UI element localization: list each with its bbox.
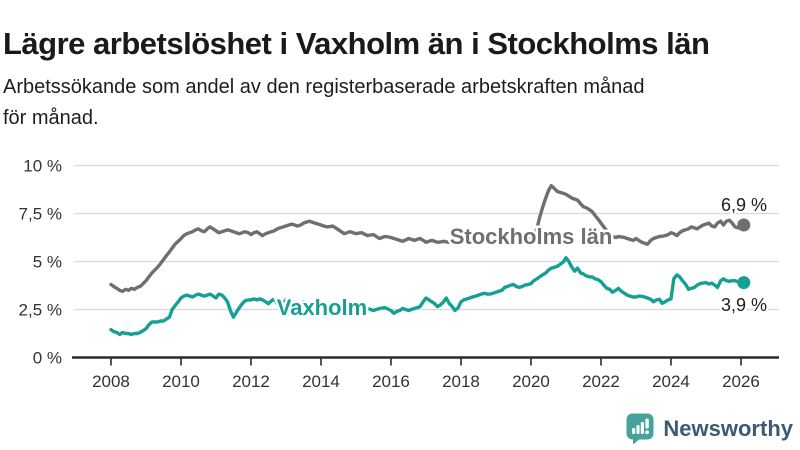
x-tick-label: 2022 [582,372,620,391]
chart-subtitle: Arbetssökande som andel av den registerb… [3,72,793,134]
series-label-stockholms-lan: Stockholms län [450,224,613,249]
subtitle-line-1: Arbetssökande som andel av den registerb… [3,76,645,98]
x-tick-label: 2020 [512,372,550,391]
x-tick-label: 2008 [92,372,130,391]
series-end-dot-stockholms-lan [737,218,751,232]
y-tick-label: 7,5 % [19,205,62,224]
chart-svg: 0 % 2,5 % 5 % 7,5 % 10 % 2008 2010 2012 2014 2016… [19,157,779,391]
end-value-label-stockholms-lan: 6,9 % [721,195,767,215]
chart-title: Lägre arbetslöshet i Vaxholm än i Stockh… [3,25,710,61]
end-value-label-vaxholm: 3,9 % [721,295,767,315]
y-tick-label: 0 % [33,349,62,368]
x-tick-label: 2018 [442,372,480,391]
x-tick-label: 2024 [652,372,690,391]
x-tick-label: 2014 [302,372,340,391]
x-tick-label: 2016 [372,372,410,391]
newsworthy-logo-icon [626,413,654,445]
series-end-dot-vaxholm [737,276,751,290]
newsworthy-brand-name: Newsworthy [663,415,793,441]
x-tick-label: 2026 [722,372,760,391]
line-chart: 0 % 2,5 % 5 % 7,5 % 10 % 2008 2010 2012 2014 2016… [0,148,800,400]
y-tick-label: 2,5 % [19,301,62,320]
series-line-stockholms-lan [109,184,746,294]
series-label-vaxholm: Vaxholm [277,295,367,320]
y-tick-label: 5 % [33,253,62,272]
exclamation-bar [645,418,650,429]
exclamation-dot [645,430,650,435]
series-line-vaxholm [109,255,746,337]
newsworthy-logo: Newsworthy [625,412,793,445]
x-tick-label: 2012 [232,372,270,391]
y-tick-label: 10 % [23,157,62,176]
subtitle-line-2: för månad. [3,107,99,129]
speech-bubble-tail [633,438,642,445]
x-tick-label: 2010 [162,372,200,391]
